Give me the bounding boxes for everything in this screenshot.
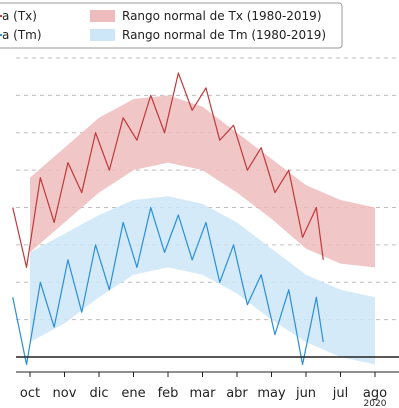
x-tick-label: nov: [53, 386, 77, 401]
tx-line: [12, 72, 324, 268]
legend-label: a (Tx): [2, 9, 37, 23]
x-tick-label: feb: [158, 386, 179, 401]
legend-label: a (Tm): [2, 28, 42, 42]
legend-box: [0, 2, 343, 49]
x-tick-label: ago: [363, 386, 387, 401]
x-tick-label: dic: [89, 386, 108, 401]
year-label-clipped: 2020: [364, 399, 387, 408]
legend: a (Tx) Rango normal de Tx (1980-2019) a (T…: [0, 2, 343, 49]
x-tick-label: may: [257, 386, 286, 401]
legend-label: Rango normal de Tm (1980-2019): [122, 28, 326, 42]
tm-band-area: [30, 196, 375, 365]
tm-line: [12, 206, 324, 366]
x-axis-ticks: oct nov dic ene feb mar abr may jun jul ago: [20, 372, 387, 401]
x-tick-label: jun: [295, 386, 316, 401]
x-tick-label: jul: [332, 386, 348, 401]
legend-swatch: [90, 10, 115, 22]
x-tick-label: abr: [226, 386, 248, 401]
x-tick-label: oct: [20, 386, 40, 401]
legend-swatch: [90, 29, 115, 41]
tx-band-area: [30, 95, 375, 268]
normal-range-bands: [30, 95, 375, 365]
temperature-series: [12, 72, 324, 366]
x-tick-label: ene: [121, 386, 145, 401]
x-tick-label: mar: [190, 386, 217, 401]
legend-label: Rango normal de Tx (1980-2019): [122, 9, 322, 23]
